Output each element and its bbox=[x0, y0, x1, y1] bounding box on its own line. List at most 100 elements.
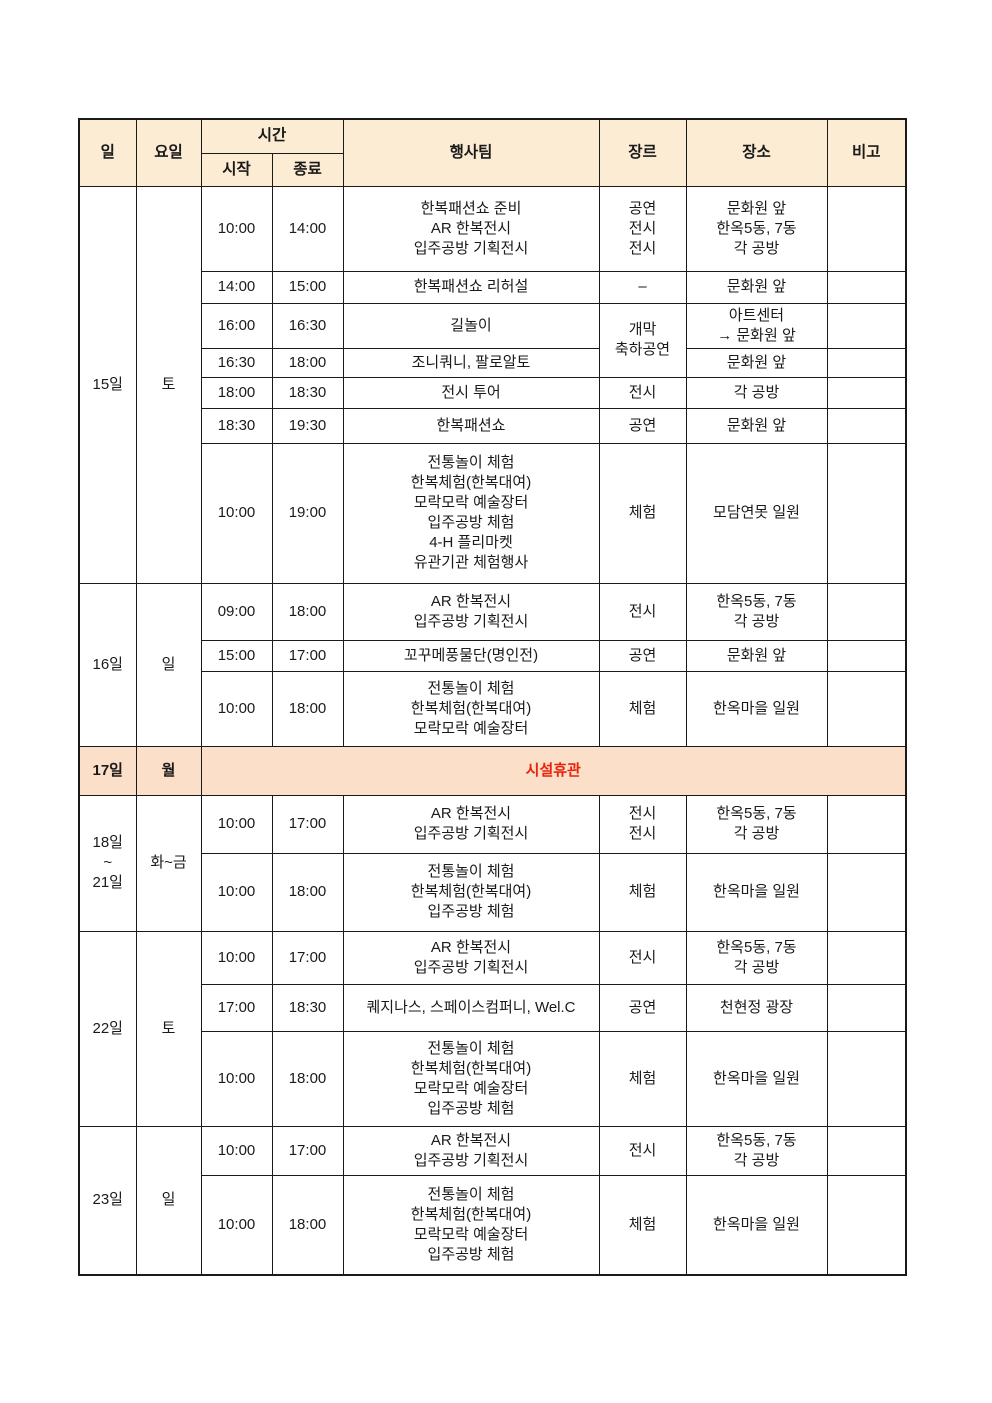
table-header: 일 요일 시간 행사팀 장르 장소 비고 시작 종료 bbox=[78, 118, 907, 187]
team-cell: 전통놀이 체험 한복체험(한복대여) 모락모락 예술장터 bbox=[342, 670, 600, 747]
end-time-cell: 19:00 bbox=[271, 442, 344, 584]
day-cell: 17일 bbox=[78, 745, 137, 796]
start-time-cell: 15:00 bbox=[200, 639, 273, 672]
remark-cell bbox=[826, 670, 907, 747]
place-cell: 문화원 앞 한옥5동, 7동 각 공방 bbox=[685, 185, 828, 272]
place-cell: 한옥마을 일원 bbox=[685, 1030, 828, 1127]
col-header-end: 종료 bbox=[271, 152, 344, 187]
place-cell: 한옥5동, 7동 각 공방 bbox=[685, 930, 828, 985]
place-cell: 한옥마을 일원 bbox=[685, 670, 828, 747]
day-cell: 16일 bbox=[78, 582, 137, 747]
end-time-cell: 19:30 bbox=[271, 407, 344, 444]
start-time-cell: 16:00 bbox=[200, 302, 273, 349]
team-cell: 전통놀이 체험 한복체험(한복대여) 모락모락 예술장터 입주공방 체험 4-H… bbox=[342, 442, 600, 584]
team-cell: AR 한복전시 입주공방 기획전시 bbox=[342, 794, 600, 854]
remark-cell bbox=[826, 582, 907, 641]
team-cell: 한복패션쇼 bbox=[342, 407, 600, 444]
place-cell: 한옥5동, 7동 각 공방 bbox=[685, 582, 828, 641]
start-time-cell: 10:00 bbox=[200, 442, 273, 584]
remark-cell bbox=[826, 852, 907, 932]
day-cell: 15일 bbox=[78, 185, 137, 584]
genre-cell: 전시 bbox=[598, 930, 687, 985]
team-cell: 한복패션쇼 리허설 bbox=[342, 270, 600, 304]
col-header-start: 시작 bbox=[200, 152, 273, 187]
start-time-cell: 10:00 bbox=[200, 670, 273, 747]
genre-cell: 체험 bbox=[598, 852, 687, 932]
day-cell: 22일 bbox=[78, 930, 137, 1127]
end-time-cell: 17:00 bbox=[271, 1125, 344, 1176]
place-cell: 한옥5동, 7동 각 공방 bbox=[685, 1125, 828, 1176]
genre-cell: 체험 bbox=[598, 1030, 687, 1127]
col-header-place: 장소 bbox=[685, 118, 828, 187]
place-cell: 천현정 광장 bbox=[685, 983, 828, 1032]
team-cell: AR 한복전시 입주공방 기획전시 bbox=[342, 582, 600, 641]
start-time-cell: 10:00 bbox=[200, 930, 273, 985]
start-time-cell: 14:00 bbox=[200, 270, 273, 304]
col-header-day: 일 bbox=[78, 118, 137, 187]
genre-cell: 전시 bbox=[598, 582, 687, 641]
place-cell: 아트센터 → 문화원 앞 bbox=[685, 302, 828, 349]
team-cell: 길놀이 bbox=[342, 302, 600, 349]
end-time-cell: 17:00 bbox=[271, 930, 344, 985]
end-time-cell: 17:00 bbox=[271, 794, 344, 854]
closed-notice-cell: 시설휴관 bbox=[200, 745, 907, 796]
genre-cell: – bbox=[598, 270, 687, 304]
weekday-cell: 화~금 bbox=[135, 794, 202, 932]
end-time-cell: 15:00 bbox=[271, 270, 344, 304]
team-cell: AR 한복전시 입주공방 기획전시 bbox=[342, 930, 600, 985]
end-time-cell: 18:30 bbox=[271, 983, 344, 1032]
team-cell: 조니쿼니, 팔로알토 bbox=[342, 347, 600, 378]
genre-cell: 체험 bbox=[598, 442, 687, 584]
remark-cell bbox=[826, 794, 907, 854]
end-time-cell: 14:00 bbox=[271, 185, 344, 272]
team-cell: 퀘지나스, 스페이스컴퍼니, Wel.C bbox=[342, 983, 600, 1032]
weekday-cell: 토 bbox=[135, 185, 202, 584]
genre-cell: 전시 전시 bbox=[598, 794, 687, 854]
remark-cell bbox=[826, 639, 907, 672]
genre-cell: 개막 축하공연 bbox=[598, 302, 687, 378]
genre-cell: 체험 bbox=[598, 1174, 687, 1276]
genre-cell: 전시 bbox=[598, 1125, 687, 1176]
remark-cell bbox=[826, 270, 907, 304]
team-cell: 전시 투어 bbox=[342, 376, 600, 409]
start-time-cell: 17:00 bbox=[200, 983, 273, 1032]
place-cell: 문화원 앞 bbox=[685, 347, 828, 378]
remark-cell bbox=[826, 930, 907, 985]
remark-cell bbox=[826, 1125, 907, 1176]
end-time-cell: 17:00 bbox=[271, 639, 344, 672]
genre-cell: 체험 bbox=[598, 670, 687, 747]
col-header-team: 행사팀 bbox=[342, 118, 600, 187]
col-header-time: 시간 bbox=[200, 118, 344, 154]
remark-cell bbox=[826, 983, 907, 1032]
genre-cell: 공연 전시 전시 bbox=[598, 185, 687, 272]
start-time-cell: 10:00 bbox=[200, 1125, 273, 1176]
col-header-weekday: 요일 bbox=[135, 118, 202, 187]
team-cell: AR 한복전시 입주공방 기획전시 bbox=[342, 1125, 600, 1176]
end-time-cell: 18:00 bbox=[271, 1174, 344, 1276]
place-cell: 한옥5동, 7동 각 공방 bbox=[685, 794, 828, 854]
remark-cell bbox=[826, 376, 907, 409]
end-time-cell: 18:00 bbox=[271, 347, 344, 378]
place-cell: 문화원 앞 bbox=[685, 639, 828, 672]
col-header-note: 비고 bbox=[826, 118, 907, 187]
end-time-cell: 18:00 bbox=[271, 670, 344, 747]
start-time-cell: 10:00 bbox=[200, 185, 273, 272]
team-cell: 한복패션쇼 준비 AR 한복전시 입주공방 기획전시 bbox=[342, 185, 600, 272]
day-cell: 18일 ~ 21일 bbox=[78, 794, 137, 932]
remark-cell bbox=[826, 1030, 907, 1127]
schedule-table: 일 요일 시간 행사팀 장르 장소 비고 시작 종료 15일 토 10:00 1… bbox=[78, 118, 907, 1276]
genre-cell: 공연 bbox=[598, 407, 687, 444]
weekday-cell: 일 bbox=[135, 582, 202, 747]
place-cell: 문화원 앞 bbox=[685, 407, 828, 444]
place-cell: 문화원 앞 bbox=[685, 270, 828, 304]
remark-cell bbox=[826, 407, 907, 444]
end-time-cell: 18:30 bbox=[271, 376, 344, 409]
end-time-cell: 16:30 bbox=[271, 302, 344, 349]
day-cell: 23일 bbox=[78, 1125, 137, 1276]
start-time-cell: 10:00 bbox=[200, 1174, 273, 1276]
genre-cell: 공연 bbox=[598, 983, 687, 1032]
remark-cell bbox=[826, 185, 907, 272]
place-cell: 각 공방 bbox=[685, 376, 828, 409]
start-time-cell: 09:00 bbox=[200, 582, 273, 641]
